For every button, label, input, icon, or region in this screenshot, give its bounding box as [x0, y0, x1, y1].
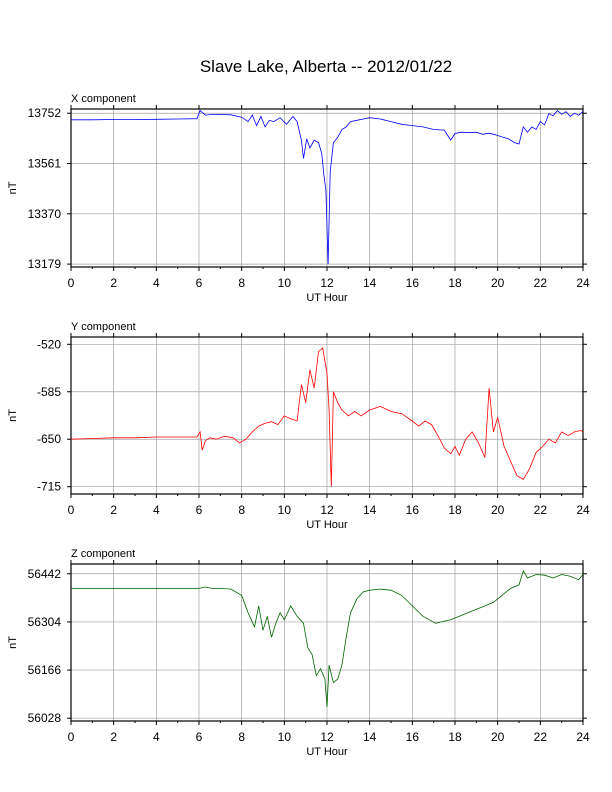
y-tick-label: -650 [37, 432, 61, 446]
x-tick-label: 2 [110, 276, 117, 290]
x-tick-label: 18 [448, 730, 462, 744]
x-tick-label: 24 [576, 730, 590, 744]
x-tick-label: 4 [153, 503, 160, 517]
y-tick-label: 56028 [28, 711, 62, 725]
x-tick-label: 2 [110, 730, 117, 744]
x-tick-label: 12 [320, 276, 334, 290]
figure-title: Slave Lake, Alberta -- 2012/01/22 [199, 57, 453, 76]
x-tick-label: 0 [68, 730, 75, 744]
x-tick-label: 8 [238, 276, 245, 290]
x-tick-label: 10 [278, 503, 292, 517]
x-tick-label: 18 [448, 503, 462, 517]
x-axis-label: UT Hour [306, 746, 348, 758]
plot-frame [70, 336, 584, 495]
plot-frame [70, 108, 584, 268]
y-tick-label: -585 [37, 385, 61, 399]
y-axis-label: nT [7, 181, 19, 194]
y-tick-label: 56304 [28, 615, 62, 629]
y-tick-label: 13370 [28, 207, 62, 221]
panel-title: Z component [71, 548, 135, 560]
x-tick-label: 12 [320, 730, 334, 744]
x-tick-label: 6 [196, 503, 203, 517]
x-tick-label: 22 [534, 503, 548, 517]
plot-frame [70, 563, 584, 722]
x-tick-label: 0 [68, 503, 75, 517]
y-tick-label: 56442 [28, 567, 62, 581]
y-axis-label: nT [7, 636, 19, 649]
x-tick-label: 16 [406, 276, 420, 290]
x-tick-label: 10 [278, 730, 292, 744]
x-tick-label: 14 [363, 730, 377, 744]
x-tick-label: 24 [576, 503, 590, 517]
x-tick-label: 2 [110, 503, 117, 517]
x-tick-label: 22 [534, 730, 548, 744]
y-tick-label: 56166 [28, 663, 62, 677]
x-tick-label: 10 [278, 276, 292, 290]
x-tick-label: 6 [196, 276, 203, 290]
x-tick-label: 4 [153, 276, 160, 290]
x-tick-label: 14 [363, 503, 377, 517]
x-tick-label: 8 [238, 503, 245, 517]
x-tick-label: 12 [320, 503, 334, 517]
x-tick-label: 24 [576, 276, 590, 290]
panel-title: Y component [71, 321, 136, 333]
x-tick-label: 4 [153, 730, 160, 744]
y-axis-label: nT [7, 409, 19, 422]
x-tick-label: 20 [491, 503, 505, 517]
x-tick-label: 22 [534, 276, 548, 290]
x-tick-label: 20 [491, 730, 505, 744]
x-tick-label: 16 [406, 503, 420, 517]
x-tick-label: 6 [196, 730, 203, 744]
y-tick-label: -715 [37, 480, 61, 494]
y-tick-label: -520 [37, 337, 61, 351]
data-series-line [71, 109, 584, 265]
y-tick-label: 13561 [28, 157, 62, 171]
data-series-line [70, 347, 584, 487]
y-tick-label: 13752 [28, 106, 62, 120]
x-tick-label: 14 [363, 276, 377, 290]
x-axis-label: UT Hour [306, 292, 348, 304]
data-series-line [71, 570, 584, 708]
x-tick-label: 18 [448, 276, 462, 290]
y-tick-label: 13179 [28, 257, 62, 271]
panel-title: X component [71, 93, 136, 105]
x-tick-label: 0 [68, 276, 75, 290]
x-axis-label: UT Hour [306, 519, 348, 531]
x-tick-label: 20 [491, 276, 505, 290]
x-tick-label: 16 [406, 730, 420, 744]
x-tick-label: 8 [238, 730, 245, 744]
